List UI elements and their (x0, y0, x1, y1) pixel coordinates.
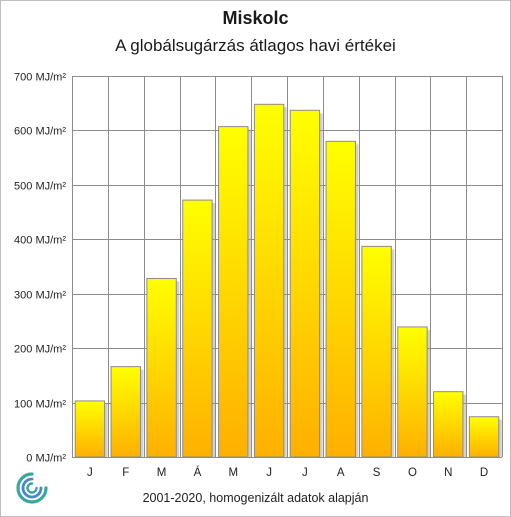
y-tick-label: 200 MJ/m² (14, 344, 66, 356)
x-tick-label: J (266, 467, 272, 479)
y-tick-label: 300 MJ/m² (14, 290, 66, 302)
gridlines (72, 76, 503, 458)
bar-1 (74, 400, 106, 458)
x-tick-label: D (480, 467, 488, 479)
y-tick-label: 700 MJ/m² (14, 72, 66, 84)
x-tick-label: S (373, 467, 381, 479)
x-tick-label: O (408, 467, 417, 479)
x-tick-label: J (302, 467, 308, 479)
bar-2 (110, 366, 141, 458)
y-tick-label: 600 MJ/m² (14, 126, 66, 138)
bar-11 (433, 391, 464, 458)
y-tick-label: 400 MJ/m² (14, 235, 66, 247)
bar-9 (361, 245, 392, 458)
y-axis: 0 MJ/m² 100 MJ/m² 200 MJ/m² 300 MJ/m² 400 MJ… (14, 72, 66, 465)
chart-subtitle: A globálsugárzás átlagos havi értékei (115, 36, 396, 55)
y-tick-label: 500 MJ/m² (14, 181, 66, 193)
x-tick-label: F (122, 467, 129, 479)
swirl-logo-icon (16, 472, 48, 504)
bar-12 (468, 416, 500, 458)
bar-5 (218, 126, 249, 458)
bar-4 (182, 199, 213, 458)
x-tick-label: M (157, 467, 167, 479)
bar-10 (397, 326, 428, 458)
chart-title: Miskolc (222, 8, 289, 28)
x-tick-label: N (444, 467, 452, 479)
y-tick-label: 0 MJ/m² (26, 453, 66, 465)
footnote: 2001-2020, homogenizált adatok alapján (142, 491, 369, 505)
x-tick-label: M (228, 467, 238, 479)
x-tick-label: A (337, 467, 345, 479)
bars (74, 103, 502, 458)
x-tick-label: Á (194, 466, 202, 479)
bar-8 (325, 140, 356, 458)
bar-6 (253, 103, 285, 458)
x-tick-label: J (87, 467, 93, 479)
bar-7 (289, 109, 321, 458)
bar-3 (146, 277, 177, 458)
y-tick-label: 100 MJ/m² (14, 399, 66, 411)
